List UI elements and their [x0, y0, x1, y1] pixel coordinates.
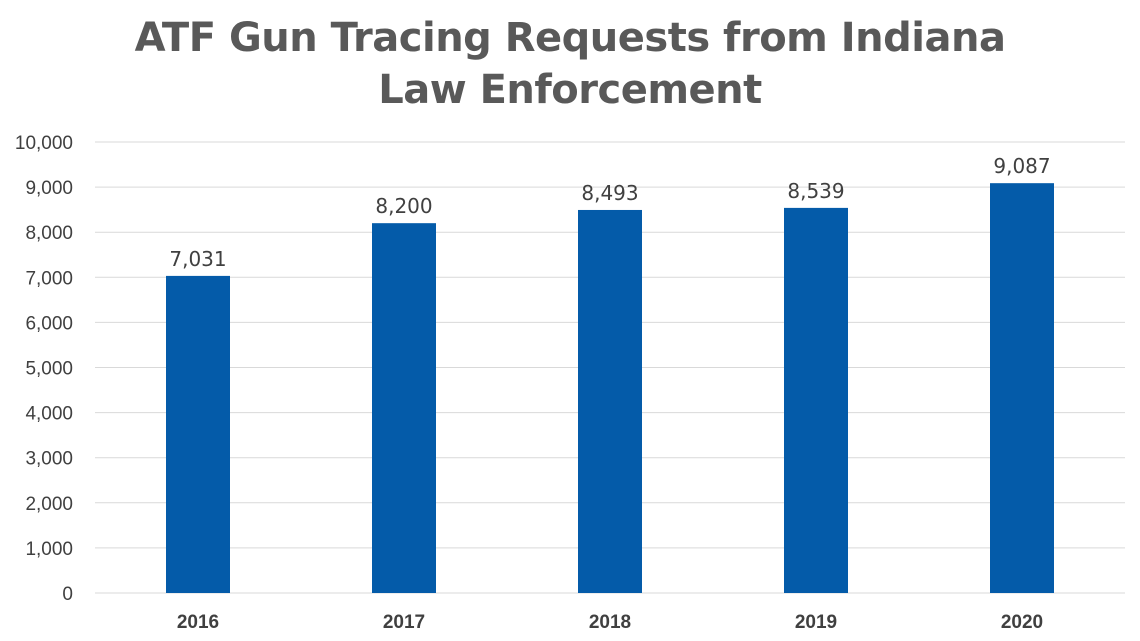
y-axis-tick-labels: 0 1,000 2,000 3,000 4,000 5,000 6,000 7,000 8,00…	[15, 133, 73, 605]
bar-2019	[784, 207, 848, 593]
x-tick-label: 2019	[795, 612, 837, 633]
data-label: 9,087	[993, 154, 1050, 178]
bar-2020	[990, 183, 1054, 593]
y-tick-label: 4,000	[25, 404, 73, 425]
data-label: 7,031	[169, 247, 226, 271]
chart-title-line-1: ATF Gun Tracing Requests from Indiana	[134, 15, 1006, 61]
y-tick-label: 3,000	[25, 449, 73, 470]
bar-2017	[372, 223, 436, 593]
y-tick-label: 0	[62, 584, 73, 605]
data-labels: 7,031 8,200 8,493 8,539 9,087	[169, 154, 1050, 271]
x-axis-tick-labels: 2016 2017 2018 2019 2020	[177, 612, 1043, 633]
data-label: 8,493	[581, 181, 638, 205]
y-tick-label: 5,000	[25, 359, 73, 380]
x-tick-label: 2020	[1001, 612, 1043, 633]
y-tick-label: 1,000	[25, 539, 73, 560]
x-tick-label: 2017	[383, 612, 425, 633]
y-tick-label: 8,000	[25, 223, 73, 244]
x-tick-label: 2018	[589, 612, 631, 633]
x-tick-label: 2016	[177, 612, 219, 633]
bars	[166, 183, 1054, 593]
y-tick-label: 7,000	[25, 268, 73, 289]
y-tick-label: 2,000	[25, 494, 73, 515]
chart-title: ATF Gun Tracing Requests from Indiana La…	[0, 12, 1140, 116]
chart-title-line-2: Law Enforcement	[378, 67, 762, 113]
bar-2018	[578, 209, 642, 593]
data-label: 8,200	[375, 194, 432, 218]
data-label: 8,539	[787, 179, 844, 203]
bar-2016	[166, 275, 230, 593]
y-tick-label: 10,000	[15, 133, 73, 154]
y-tick-label: 9,000	[25, 178, 73, 199]
y-tick-label: 6,000	[25, 313, 73, 334]
